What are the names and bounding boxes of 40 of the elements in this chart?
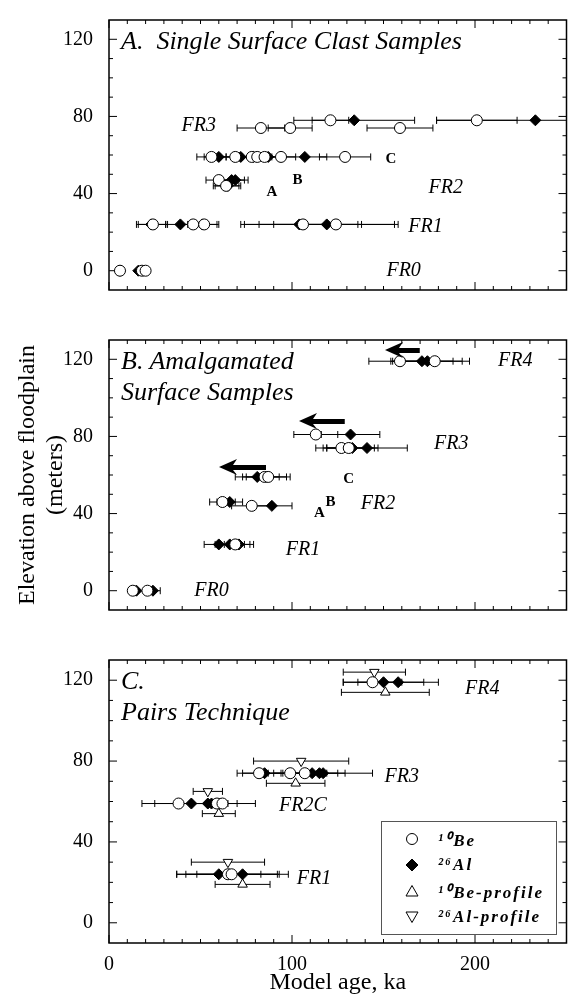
legend-label: ¹⁰Be xyxy=(438,829,477,851)
y-tick-label: 120 xyxy=(63,667,93,690)
y-tick-label: 0 xyxy=(83,577,93,600)
y-tick-label: 40 xyxy=(73,829,93,852)
annotation: C xyxy=(343,469,355,486)
x-tick-label: 0 xyxy=(104,952,114,975)
y-tick-label: 120 xyxy=(63,346,93,369)
legend-label: ²⁶Al xyxy=(438,855,474,875)
y-tick-label: 120 xyxy=(63,26,93,49)
annotation: FR2 xyxy=(359,491,396,514)
y-tick-label: 0 xyxy=(83,257,93,280)
annotation: FR2C xyxy=(278,792,328,815)
y-tick-label: 80 xyxy=(73,748,93,771)
annotation: FR0 xyxy=(193,577,229,600)
chart-title: A. Single Surface Clast Samples xyxy=(119,25,462,55)
annotation: A xyxy=(266,182,278,199)
annotation: FR4 xyxy=(497,348,533,371)
y-tick-label: 40 xyxy=(73,180,93,203)
y-tick-label: 80 xyxy=(73,423,93,446)
legend-label: ¹⁰Be-profile xyxy=(438,881,544,903)
annotation: B xyxy=(292,170,303,187)
annotation: FR1 xyxy=(295,865,332,888)
annotation: A xyxy=(314,504,326,521)
text: C. Pairs Technique xyxy=(120,665,290,726)
annotation: FR0 xyxy=(385,257,421,280)
annotation: B xyxy=(325,492,336,509)
annotation: FR4 xyxy=(464,675,500,698)
annotation: FR3 xyxy=(383,764,420,787)
y-tick-label: 40 xyxy=(73,500,93,523)
annotation: FR3 xyxy=(432,431,469,454)
legend-label: ²⁶Al-profile xyxy=(438,907,542,927)
x-tick-label: 200 xyxy=(460,952,490,975)
text: B. Amalgamated Surface Samples xyxy=(121,345,295,406)
annotation: FR3 xyxy=(180,113,216,136)
annotation: FR1 xyxy=(407,213,443,236)
annotation: FR1 xyxy=(284,537,321,560)
y-tick-label: 0 xyxy=(83,910,93,933)
y-tick-label: 80 xyxy=(73,103,93,126)
annotation: C xyxy=(385,149,397,166)
annotation: FR2 xyxy=(427,175,463,198)
